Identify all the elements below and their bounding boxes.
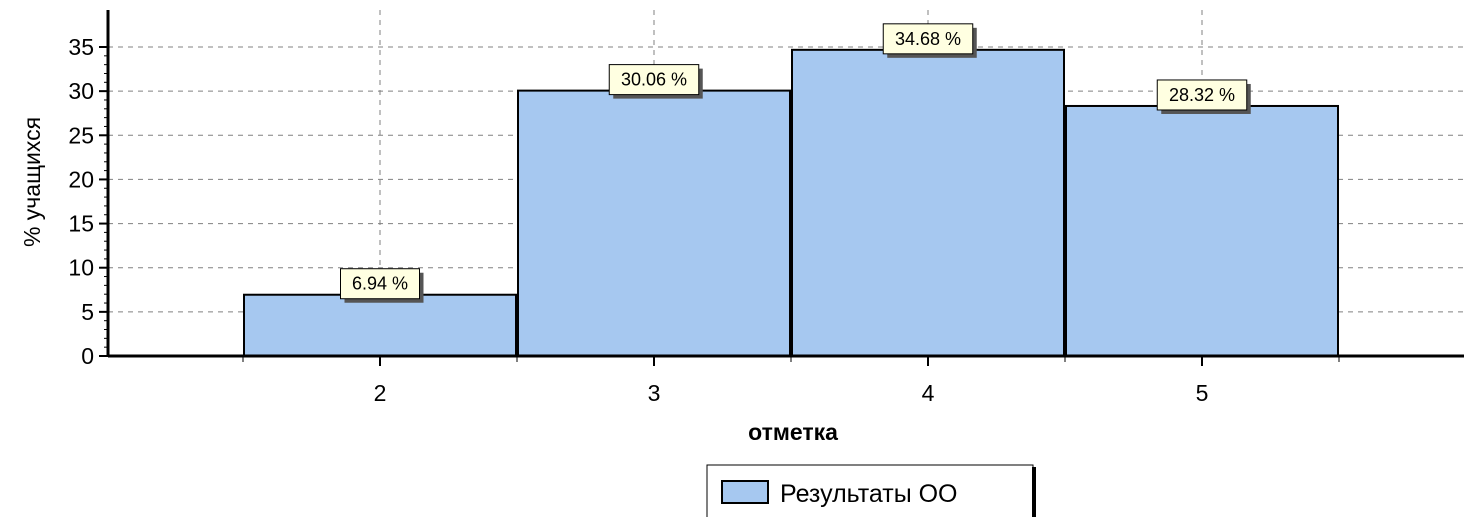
- x-axis-ticks: 2 3 4 5: [242, 356, 1340, 406]
- bars: [243, 48, 1339, 358]
- bar-4: [791, 48, 1065, 358]
- data-label-box: [1156, 79, 1248, 111]
- y-axis-title: % учащихся: [19, 117, 45, 247]
- data-label-box: [882, 23, 974, 55]
- bar-3: [517, 89, 791, 358]
- data-label-text: 28.32 %: [1169, 85, 1235, 105]
- y-axis-ticks: 0 5 10 15 20 25 30 35: [68, 34, 108, 369]
- bar-5: [1065, 104, 1339, 357]
- y-tick-label-0: 0: [81, 343, 94, 369]
- x-tick-label-3: 3: [648, 380, 661, 406]
- data-label-box: [608, 64, 700, 96]
- legend-swatch: [721, 480, 769, 504]
- data-label-5: 28.32 %: [1156, 79, 1251, 114]
- y-tick-label-35: 35: [68, 34, 94, 60]
- x-axis-title: отметка: [748, 419, 838, 445]
- y-tick-label-20: 20: [68, 166, 94, 192]
- y-tick-label-30: 30: [68, 78, 94, 104]
- bar-2: [243, 293, 517, 357]
- legend-label: Результаты ОО: [780, 480, 958, 508]
- y-tick-label-15: 15: [68, 211, 94, 237]
- x-tick-label-4: 4: [922, 380, 935, 406]
- data-label-text: 6.94 %: [352, 274, 408, 294]
- legend: Результаты ОО: [706, 464, 1036, 517]
- data-label-text: 30.06 %: [621, 70, 687, 90]
- data-label-4: 34.68 %: [882, 23, 977, 58]
- y-tick-label-25: 25: [68, 122, 94, 148]
- y-tick-label-5: 5: [81, 299, 94, 325]
- data-label-box: [340, 268, 420, 300]
- y-tick-label-10: 10: [68, 255, 94, 281]
- data-label-2: 6.94 %: [340, 268, 424, 303]
- data-label-text: 34.68 %: [895, 29, 961, 49]
- x-tick-label-2: 2: [374, 380, 387, 406]
- axes: [106, 10, 1464, 358]
- data-label-3: 30.06 %: [608, 64, 703, 99]
- data-labels: 6.94 % 30.06 % 34.68 % 28.32 %: [340, 23, 1251, 303]
- x-tick-label-5: 5: [1196, 380, 1209, 406]
